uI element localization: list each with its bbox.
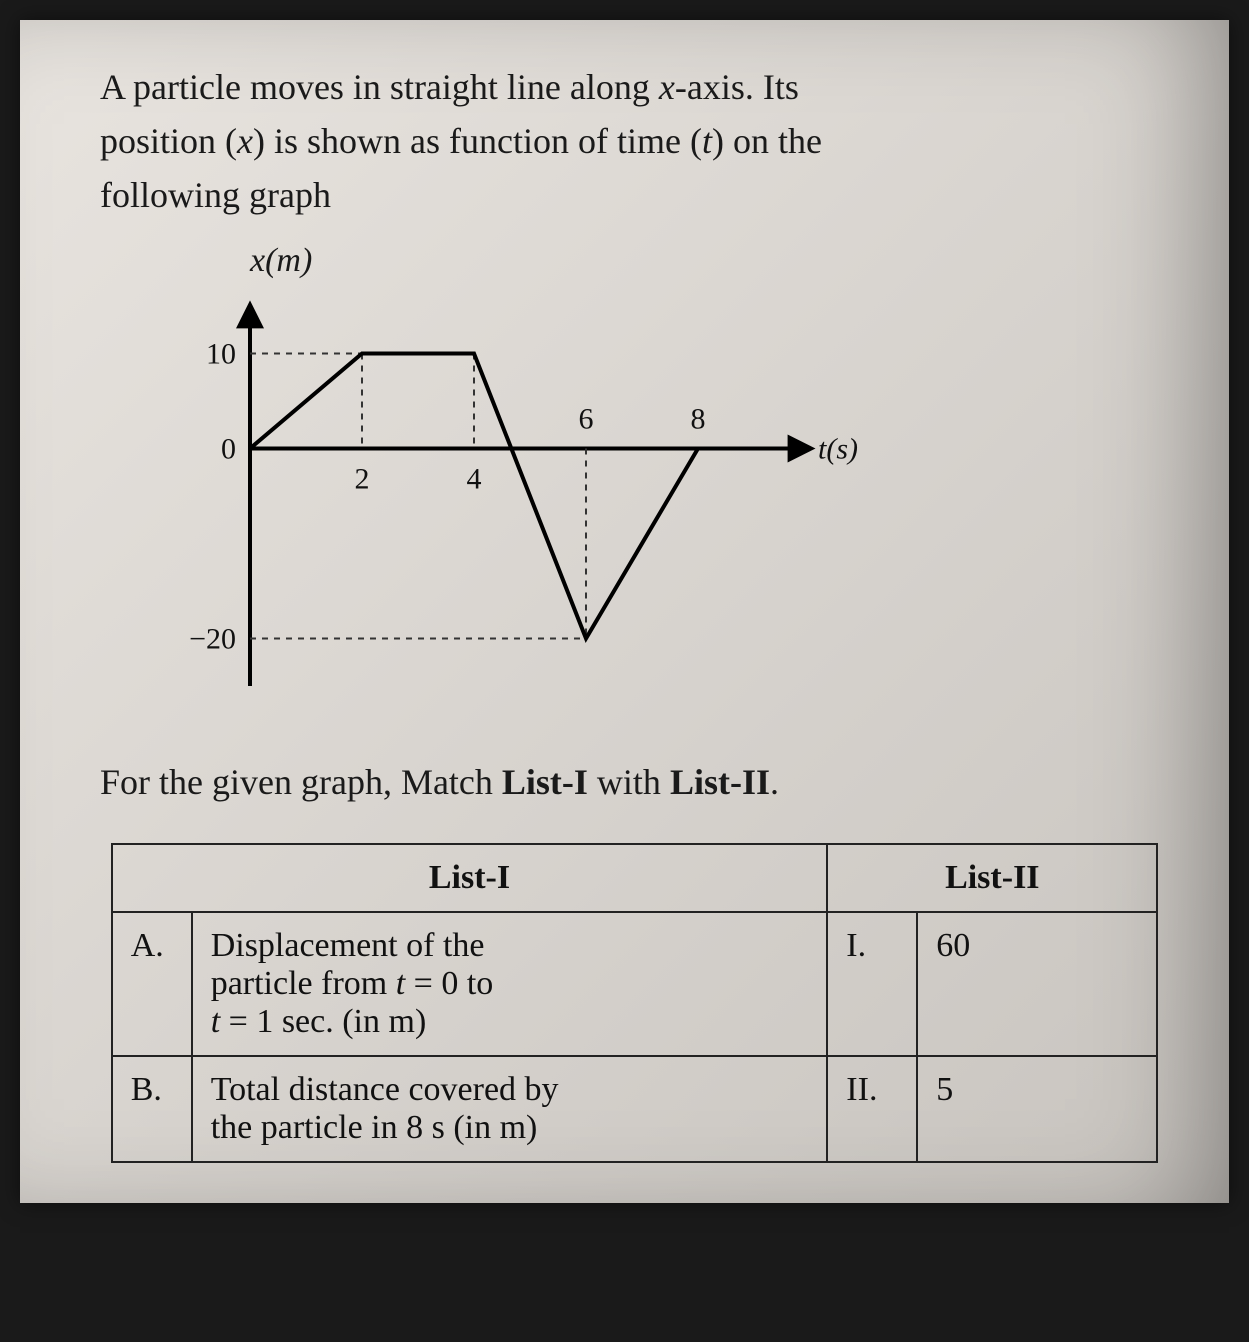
svg-text:6: 6: [579, 403, 594, 436]
row-desc: Displacement of the particle from t = 0 …: [192, 912, 828, 1056]
svg-text:10: 10: [206, 338, 236, 371]
row-letter: A.: [112, 912, 192, 1056]
desc-line: Displacement of the: [211, 927, 485, 964]
text: .: [770, 762, 779, 802]
desc-line: Total distance covered by: [211, 1071, 559, 1108]
row-letter: B.: [112, 1056, 192, 1162]
svg-text:t(s): t(s): [818, 433, 858, 466]
header-list-i: List-I: [112, 844, 828, 912]
text: A particle moves in straight line along: [100, 67, 659, 107]
text: -axis. Its: [675, 67, 799, 107]
position-time-graph: x(m) 10 0 −20 2 4 6 8 t(s): [160, 242, 1169, 731]
x-var: x: [659, 67, 675, 107]
svg-text:−20: −20: [189, 623, 236, 656]
svg-text:0: 0: [221, 433, 236, 466]
text: ) on the: [712, 121, 822, 161]
desc-line: the particle in 8 s (in m): [211, 1109, 538, 1146]
y-axis-label: x(m): [250, 242, 1169, 280]
text: For the given graph, Match: [100, 762, 502, 802]
graph-svg: 10 0 −20 2 4 6 8 t(s): [160, 286, 920, 726]
list-ii-label: List-II: [670, 762, 770, 802]
x-var: x: [237, 121, 253, 161]
match-instruction: For the given graph, Match List-I with L…: [100, 761, 1169, 803]
row-roman: I.: [827, 912, 917, 1056]
header-list-ii: List-II: [827, 844, 1157, 912]
text: with: [588, 762, 670, 802]
table-row: B. Total distance covered by the particl…: [112, 1056, 1158, 1162]
table-row: A. Displacement of the particle from t =…: [112, 912, 1158, 1056]
text: position (: [100, 121, 237, 161]
row-roman: II.: [827, 1056, 917, 1162]
row-desc: Total distance covered by the particle i…: [192, 1056, 828, 1162]
match-table: List-I List-II A. Displacement of the pa…: [111, 843, 1159, 1163]
svg-text:4: 4: [467, 463, 482, 496]
text: ) is shown as function of time (: [253, 121, 702, 161]
table-header-row: List-I List-II: [112, 844, 1158, 912]
row-value: 60: [917, 912, 1157, 1056]
svg-text:8: 8: [691, 403, 706, 436]
page-container: { "problem": { "line1": "A particle move…: [20, 20, 1229, 1203]
t-var: t: [702, 121, 712, 161]
list-i-label: List-I: [502, 762, 588, 802]
svg-text:2: 2: [355, 463, 370, 496]
desc-line: particle from t = 0 to: [211, 965, 494, 1002]
text: following graph: [100, 175, 331, 215]
desc-line: t = 1 sec. (in m): [211, 1003, 427, 1040]
problem-statement: A particle moves in straight line along …: [100, 60, 1169, 222]
row-value: 5: [917, 1056, 1157, 1162]
